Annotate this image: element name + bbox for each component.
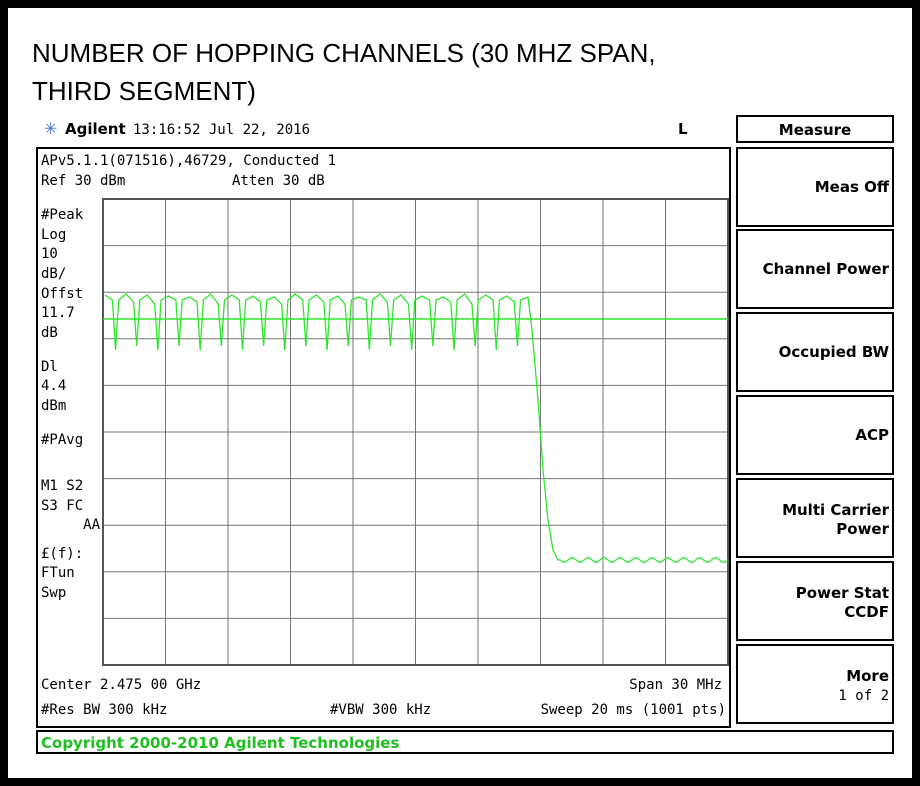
menu-title: Measure <box>779 121 851 139</box>
rbw: #Res BW 300 kHz <box>41 702 167 718</box>
atten: Atten 30 dB <box>232 173 325 189</box>
side-label: #Peak <box>41 207 84 223</box>
title-line: THIRD SEGMENT) <box>32 76 256 106</box>
graticule <box>103 199 728 665</box>
side-label: Log <box>41 227 66 243</box>
copyright: Copyright 2000-2010 Agilent Technologies <box>41 734 399 752</box>
softkey-label[interactable]: ACP <box>855 426 889 444</box>
vbw: #VBW 300 kHz <box>330 702 431 718</box>
side-label: 4.4 <box>41 378 66 394</box>
brand: Agilent <box>65 120 126 138</box>
side-label: #PAvg <box>41 432 83 448</box>
title: NUMBER OF HOPPING CHANNELS (30 MHZ SPAN,… <box>32 38 656 106</box>
menu-title-box <box>736 115 894 143</box>
softkey <box>736 561 894 641</box>
sweep: Sweep 20 ms (1001 pts) <box>541 702 726 718</box>
softkey-label[interactable]: Multi Carrier <box>782 501 890 519</box>
softkey <box>736 147 894 227</box>
side-label: FTun <box>41 565 75 581</box>
span: Span 30 MHz <box>629 677 722 693</box>
logo: ✳ <box>44 121 57 138</box>
side-label: Dl <box>41 359 58 375</box>
time: 13:16:52 Jul 22, 2016 <box>133 122 310 138</box>
side-label: dB/ <box>41 266 66 282</box>
side-label: 10 <box>41 246 58 262</box>
side-label: dB <box>41 325 58 341</box>
copyright-box <box>36 730 894 754</box>
side-label: AA <box>83 517 100 533</box>
softkey-label[interactable]: CCDF <box>844 603 889 621</box>
softkey-label[interactable]: Power <box>836 520 889 538</box>
ref: Ref 30 dBm <box>41 173 125 189</box>
softkey-label[interactable]: Meas Off <box>815 178 890 196</box>
center: Center 2.475 00 GHz <box>41 677 201 693</box>
softkey-label[interactable]: Channel Power <box>763 260 890 278</box>
side-label: M1 S2 <box>41 478 83 494</box>
side-label: dBm <box>41 398 66 414</box>
softkey-label[interactable]: Power Stat <box>796 584 889 602</box>
side-label: Swp <box>41 585 66 601</box>
softkey <box>736 229 894 309</box>
softkey <box>736 478 894 558</box>
softkey-label[interactable]: More <box>846 667 889 685</box>
title-line: NUMBER OF HOPPING CHANNELS (30 MHZ SPAN, <box>32 38 656 68</box>
softkey-label[interactable]: 1 of 2 <box>838 688 889 704</box>
softkey <box>736 312 894 392</box>
side-label: 11.7 <box>41 305 75 321</box>
info: APv5.1.1(071516),46729, Conducted 1 <box>41 153 336 169</box>
side-label: £(f): <box>41 546 83 562</box>
trace <box>104 293 729 564</box>
side-label: Offst <box>41 286 83 302</box>
screen <box>36 147 731 728</box>
softkey-label[interactable]: Occupied BW <box>779 343 890 361</box>
grid-border <box>102 198 729 666</box>
softkey <box>736 395 894 475</box>
flag: L <box>678 120 688 138</box>
softkey <box>736 644 894 724</box>
side-label: S3 FC <box>41 498 83 514</box>
